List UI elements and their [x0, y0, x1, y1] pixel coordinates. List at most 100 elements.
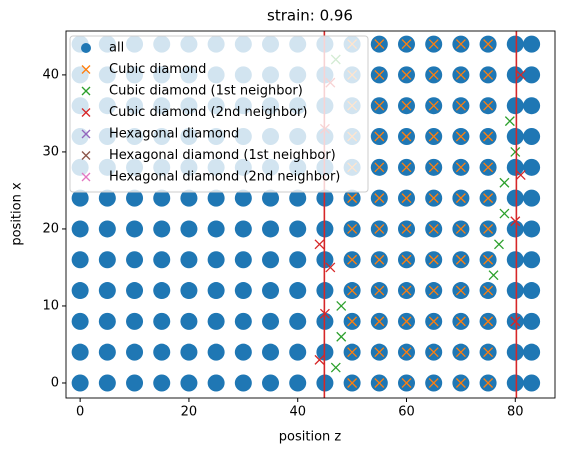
plot-frame	[65, 30, 556, 399]
x-stroke	[510, 316, 521, 327]
point	[401, 193, 412, 204]
x-stroke	[455, 254, 466, 265]
point	[506, 220, 524, 238]
x-tick-label: 80	[507, 405, 524, 420]
x-stroke	[374, 131, 385, 142]
x-stroke	[483, 347, 494, 358]
point	[126, 374, 144, 392]
point	[336, 301, 347, 311]
point	[374, 378, 385, 388]
point	[523, 189, 541, 207]
point	[374, 223, 385, 234]
x-stroke	[499, 208, 510, 219]
x-stroke	[374, 378, 385, 388]
point	[401, 347, 412, 358]
point	[71, 343, 89, 361]
x-stroke	[483, 193, 494, 204]
x-stroke	[347, 316, 358, 327]
point	[234, 189, 252, 207]
x-stroke	[428, 162, 439, 173]
point	[510, 316, 521, 327]
point	[428, 69, 439, 80]
legend-label: Cubic diamond (1st neighbor)	[109, 84, 303, 99]
x-stroke	[483, 378, 494, 388]
x-stroke	[455, 69, 466, 80]
x-tick-label: 40	[289, 405, 306, 420]
x-stroke	[401, 193, 412, 204]
x-stroke	[510, 216, 521, 227]
x-stroke	[347, 378, 358, 388]
point	[455, 131, 466, 142]
x-stroke	[455, 347, 466, 358]
point	[347, 316, 358, 327]
legend-marker	[81, 86, 91, 96]
x-stroke	[510, 146, 521, 157]
point	[483, 100, 494, 111]
x-stroke	[336, 331, 347, 342]
point	[207, 220, 225, 238]
legend-entry: Cubic diamond (1st neighbor)	[81, 84, 303, 99]
x-stroke	[401, 254, 412, 265]
point	[71, 282, 89, 300]
legend-label: Cubic diamond (2nd neighbor)	[109, 105, 307, 120]
point	[289, 312, 307, 330]
point	[180, 220, 198, 238]
point	[71, 220, 89, 238]
x-stroke	[455, 316, 466, 327]
point	[374, 254, 385, 265]
x-stroke	[488, 270, 499, 281]
x-tick-label: 20	[181, 405, 198, 420]
point	[314, 239, 325, 250]
point	[234, 251, 252, 269]
x-tick-label: 0	[76, 405, 84, 420]
x-stroke	[347, 285, 358, 296]
point	[401, 285, 412, 296]
point	[153, 374, 171, 392]
point	[234, 220, 252, 238]
point	[126, 282, 144, 300]
x-tick-label: 60	[398, 405, 415, 420]
point	[455, 223, 466, 234]
x-stroke	[401, 223, 412, 234]
point	[428, 285, 439, 296]
point	[289, 343, 307, 361]
point	[401, 69, 412, 80]
x-stroke	[374, 193, 385, 204]
point	[506, 189, 524, 207]
x-stroke	[428, 39, 439, 50]
point	[401, 223, 412, 234]
y-tick-label: 10	[42, 298, 59, 313]
legend-entry: all	[81, 41, 124, 56]
legend-label: Hexagonal diamond (2nd neighbor)	[109, 170, 340, 185]
x-stroke	[483, 69, 494, 80]
point	[523, 66, 541, 84]
point	[180, 282, 198, 300]
x-stroke	[336, 301, 347, 311]
point	[401, 162, 412, 173]
point	[262, 282, 280, 300]
x-stroke	[455, 285, 466, 296]
x-stroke	[374, 316, 385, 327]
y-tick-label: 0	[51, 375, 59, 390]
point	[207, 189, 225, 207]
point	[262, 374, 280, 392]
x-stroke	[325, 262, 336, 273]
x-stroke	[401, 316, 412, 327]
point	[374, 131, 385, 142]
x-stroke	[347, 223, 358, 234]
point	[483, 285, 494, 296]
point	[483, 162, 494, 173]
point	[234, 374, 252, 392]
point	[523, 374, 541, 392]
x-stroke	[428, 100, 439, 111]
point	[428, 316, 439, 327]
point	[506, 66, 524, 84]
point	[483, 223, 494, 234]
point	[499, 177, 510, 188]
point	[401, 100, 412, 111]
point	[347, 285, 358, 296]
point	[428, 347, 439, 358]
x-stroke	[483, 162, 494, 173]
point	[207, 374, 225, 392]
x-stroke	[483, 285, 494, 296]
